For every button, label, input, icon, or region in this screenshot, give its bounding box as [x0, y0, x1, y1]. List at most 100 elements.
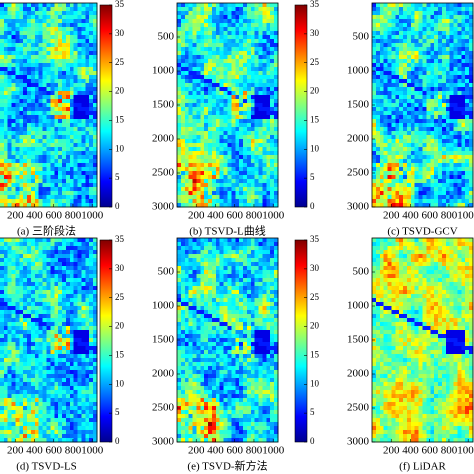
- raster-cell: [38, 147, 44, 152]
- raster-cell: [50, 242, 55, 247]
- raster-cell: [449, 59, 454, 64]
- raster-cell: [0, 175, 5, 180]
- raster-cell: [395, 183, 400, 188]
- raster-cell: [7, 183, 12, 188]
- raster-cell: [34, 294, 40, 299]
- raster-cell: [465, 119, 470, 124]
- raster-cell: [81, 87, 86, 92]
- raster-cell: [180, 95, 186, 100]
- raster-cell: [227, 23, 232, 28]
- raster-cell: [403, 115, 408, 120]
- raster-cell: [0, 242, 5, 247]
- raster-cell: [422, 111, 427, 116]
- raster-cell: [11, 91, 16, 96]
- raster-cell: [391, 95, 396, 100]
- raster-cell: [85, 95, 90, 100]
- raster-cell: [465, 163, 470, 168]
- raster-cell: [73, 358, 78, 363]
- raster-cell: [11, 338, 16, 343]
- raster-cell: [50, 187, 55, 192]
- raster-cell: [215, 143, 221, 148]
- raster-cell: [54, 155, 59, 160]
- raster-cell: [434, 203, 439, 208]
- raster-cell: [65, 254, 71, 259]
- raster-cell: [77, 258, 82, 263]
- raster-cell: [15, 322, 20, 327]
- raster-cell: [81, 175, 86, 180]
- raster-cell: [34, 119, 40, 124]
- raster-cell: [219, 11, 225, 16]
- raster-cell: [430, 15, 435, 20]
- raster-cell: [11, 159, 16, 164]
- raster-cell: [399, 151, 404, 156]
- raster-cell: [219, 7, 225, 12]
- raster-cell: [403, 87, 408, 92]
- raster-cell: [254, 127, 259, 132]
- raster-cell: [461, 171, 466, 176]
- raster-cell: [379, 83, 385, 88]
- raster-cell: [7, 266, 12, 271]
- raster-cell: [50, 127, 55, 132]
- raster-cell: [274, 7, 279, 12]
- raster-cell: [11, 39, 16, 44]
- raster-cell: [34, 326, 40, 331]
- raster-cell: [375, 131, 381, 136]
- raster-cell: [62, 147, 67, 152]
- raster-cell: [89, 179, 94, 184]
- raster-cell: [188, 59, 193, 64]
- raster-cell: [58, 274, 63, 279]
- raster-cell: [30, 246, 36, 251]
- raster-cell: [89, 115, 94, 120]
- raster-cell: [211, 135, 217, 140]
- raster-cell: [227, 19, 232, 24]
- raster-cell: [73, 187, 78, 192]
- raster-cell: [200, 183, 205, 188]
- raster-cell: [418, 191, 423, 196]
- raster-cell: [58, 270, 63, 275]
- raster-cell: [50, 103, 55, 108]
- raster-cell: [434, 99, 439, 104]
- raster-cell: [15, 199, 20, 204]
- raster-cell: [89, 298, 94, 303]
- raster-cell: [243, 79, 248, 84]
- raster-cell: [3, 131, 9, 136]
- raster-cell: [38, 27, 44, 32]
- raster-cell: [23, 338, 28, 343]
- raster-cell: [38, 131, 44, 136]
- raster-cell: [410, 103, 416, 108]
- raster-cell: [426, 15, 431, 20]
- raster-cell: [215, 199, 221, 204]
- raster-cell: [208, 179, 213, 184]
- raster-cell: [211, 35, 217, 40]
- raster-cell: [239, 3, 244, 8]
- raster-cell: [93, 191, 98, 196]
- raster-cell: [34, 358, 40, 363]
- raster-cell: [85, 79, 90, 84]
- raster-cell: [46, 39, 51, 44]
- raster-cell: [65, 334, 71, 339]
- raster-cell: [453, 147, 458, 152]
- raster-cell: [23, 103, 28, 108]
- raster-cell: [375, 147, 381, 152]
- raster-cell: [243, 59, 248, 64]
- raster-cell: [231, 131, 236, 136]
- raster-cell: [58, 59, 63, 64]
- raster-cell: [379, 199, 385, 204]
- raster-cell: [46, 111, 51, 116]
- raster-cell: [58, 199, 63, 204]
- raster-cell: [69, 151, 75, 156]
- raster-cell: [387, 195, 392, 200]
- raster-cell: [219, 19, 225, 24]
- raster-cell: [65, 342, 71, 347]
- raster-cell: [7, 366, 12, 371]
- raster-cell: [239, 155, 244, 160]
- raster-cell: [81, 35, 86, 40]
- raster-cell: [262, 135, 267, 140]
- raster-cell: [449, 179, 454, 184]
- raster-cell: [54, 306, 59, 311]
- raster-cell: [387, 63, 392, 68]
- raster-cell: [54, 171, 59, 176]
- raster-cell: [15, 79, 20, 84]
- raster-cell: [438, 163, 443, 168]
- raster-cell: [239, 75, 244, 80]
